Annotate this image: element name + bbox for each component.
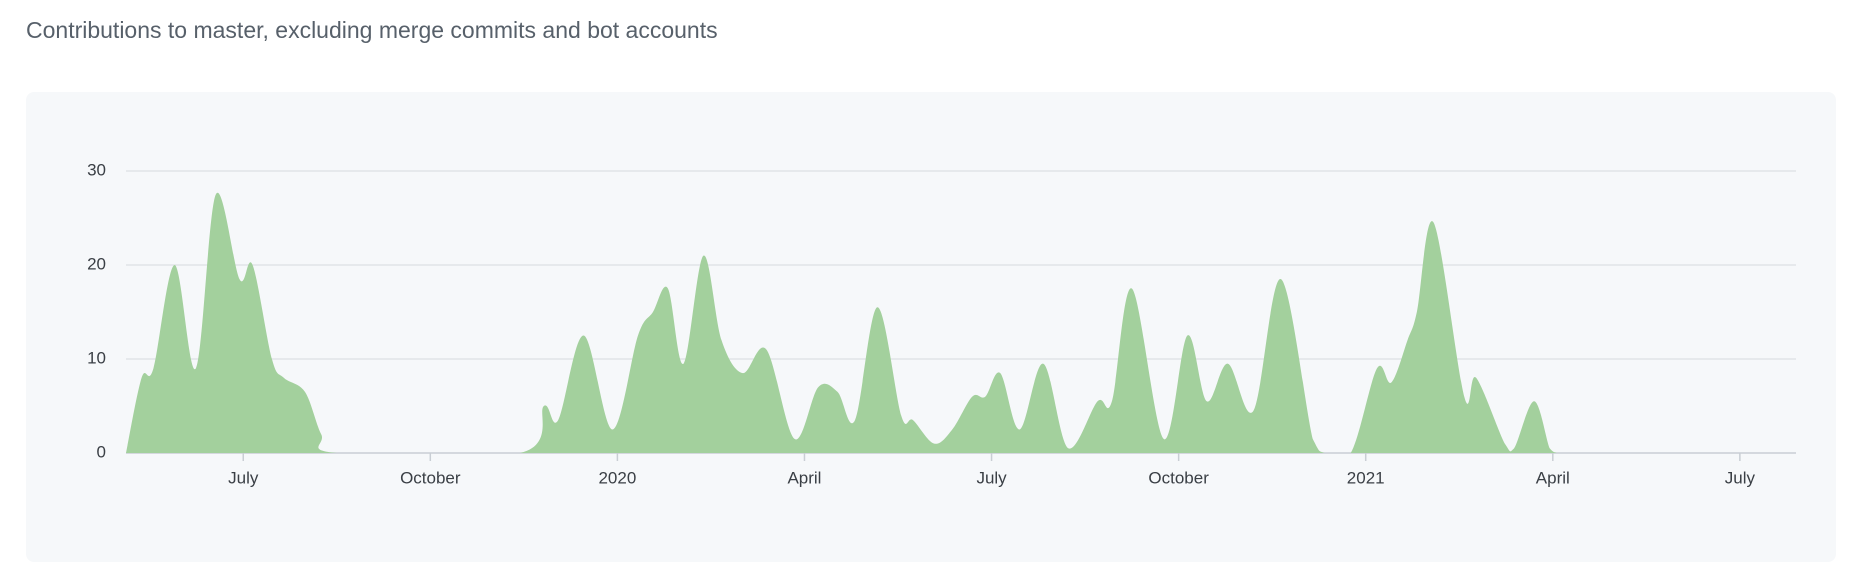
y-tick-label: 20 [87, 254, 106, 273]
y-tick-label: 0 [97, 442, 106, 461]
x-tick-label: July [228, 468, 259, 487]
y-tick-label: 30 [87, 160, 106, 179]
area [126, 192, 1557, 454]
x-tick-label: October [400, 468, 461, 487]
chart-title: Contributions to master, excluding merge… [26, 17, 718, 43]
x-tick-label: 2021 [1347, 468, 1385, 487]
x-tick-label: 2020 [598, 468, 636, 487]
x-tick-label: April [787, 468, 821, 487]
x-tick-label: October [1148, 468, 1209, 487]
chart-panel [26, 92, 1836, 562]
x-tick-label: April [1536, 468, 1570, 487]
x-tick-label: July [1725, 468, 1756, 487]
x-tick-label: July [976, 468, 1007, 487]
y-tick-label: 10 [87, 348, 106, 367]
